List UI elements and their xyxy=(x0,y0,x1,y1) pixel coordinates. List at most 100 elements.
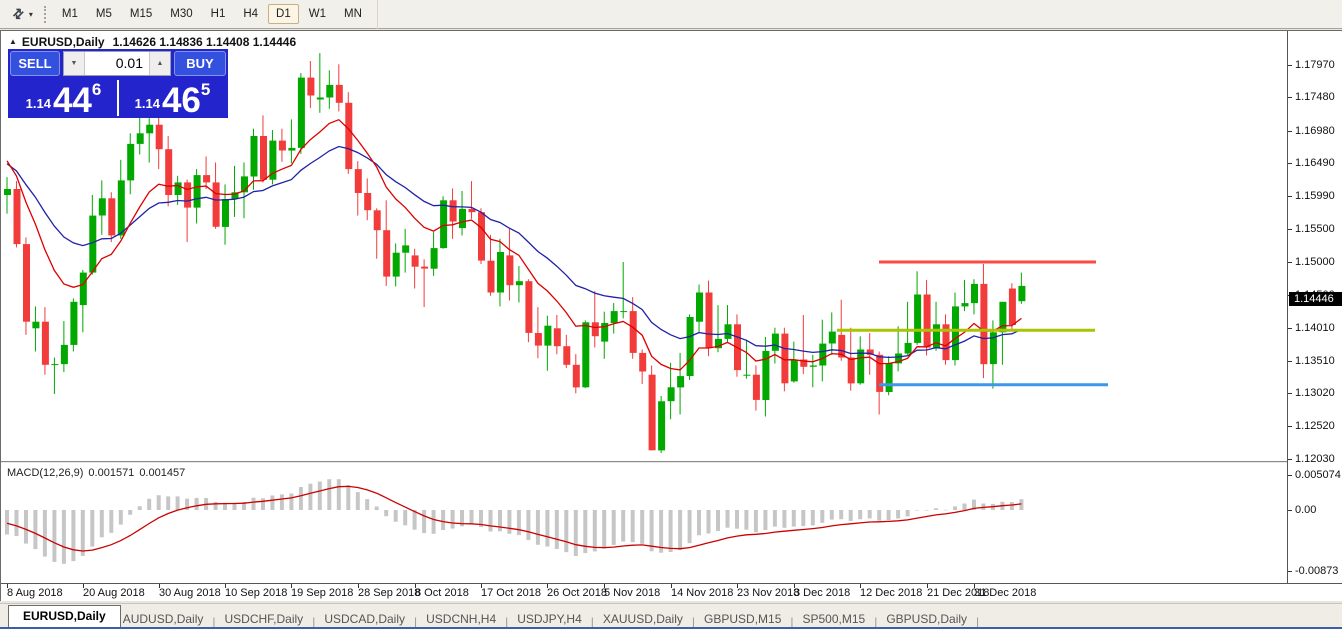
price-tick-label: 1.16490 xyxy=(1295,157,1335,169)
timeframe-button-m30[interactable]: M30 xyxy=(162,4,200,24)
date-tick-label: 19 Sep 2018 xyxy=(291,587,354,599)
sell-button[interactable]: SELL xyxy=(10,51,60,76)
chart-title: ▲ EURUSD,Daily 1.14626 1.14836 1.14408 1.1… xyxy=(9,35,296,49)
window-bottom-edge xyxy=(0,627,1342,629)
date-tick-label: 5 Nov 2018 xyxy=(604,587,661,599)
tab-separator: | xyxy=(505,615,509,629)
timeframe-button-d1[interactable]: D1 xyxy=(268,4,299,24)
date-tick xyxy=(794,584,795,588)
price-tick xyxy=(1288,196,1292,197)
macd-tick xyxy=(1288,510,1292,511)
chart-marker-icon: ▲ xyxy=(9,37,17,46)
date-tick xyxy=(860,584,861,588)
chart-window: ▲ EURUSD,Daily 1.14626 1.14836 1.14408 1.1… xyxy=(0,30,1342,601)
date-tick xyxy=(737,584,738,588)
tab-separator: | xyxy=(590,615,594,629)
ohlc-values: 1.14626 1.14836 1.14408 1.14446 xyxy=(112,35,297,49)
double-arrow-icon: ⇄ xyxy=(8,4,28,23)
chart-tab-sp500-m15[interactable]: SP500,M15 xyxy=(802,612,866,626)
price-tick-label: 1.13510 xyxy=(1295,355,1335,367)
date-tick xyxy=(291,584,292,588)
date-tick-label: 21 Dec 2018 xyxy=(927,587,990,599)
price-axis: 1.17970 1.17480 1.16980 1.16490 1.15990 1.155… xyxy=(1287,31,1342,583)
macd-tick-label: 0.00 xyxy=(1295,504,1317,516)
date-tick-label: 26 Oct 2018 xyxy=(547,587,607,599)
macd-label: MACD(12,26,9) 0.001571 0.001457 xyxy=(7,467,190,479)
macd-tick xyxy=(1288,475,1292,476)
volume-input[interactable]: 0.01 xyxy=(115,55,143,71)
date-tick-label: 23 Nov 2018 xyxy=(737,587,800,599)
date-tick xyxy=(159,584,160,588)
price-divider xyxy=(117,80,119,116)
chart-periods-button[interactable]: ⇄ ▾ xyxy=(8,3,38,25)
tab-separator: | xyxy=(691,615,696,629)
date-tick xyxy=(604,584,605,588)
volume-increase-button[interactable]: ▲ xyxy=(149,52,170,75)
date-tick xyxy=(358,584,359,588)
chart-tab-usdchf-daily[interactable]: USDCHF,Daily xyxy=(224,612,304,626)
chart-tab-audusd-daily[interactable]: AUDUSD,Daily xyxy=(122,612,204,626)
date-tick-label: 17 Oct 2018 xyxy=(481,587,541,599)
chart-tab-gbpusd-m15[interactable]: GBPUSD,M15 xyxy=(704,612,782,626)
subwindow-divider[interactable] xyxy=(1,461,1342,463)
chart-tab-bar: EURUSD,Daily AUDUSD,Daily | USDCHF,Daily | US… xyxy=(0,603,1342,629)
timeframe-button-w1[interactable]: W1 xyxy=(301,4,334,24)
volume-decrease-button[interactable]: ▼ xyxy=(64,52,85,75)
date-tick-label: 30 Aug 2018 xyxy=(159,587,221,599)
date-tick xyxy=(83,584,84,588)
timeframe-button-m5[interactable]: M5 xyxy=(88,4,120,24)
macd-tick-label: -0.00873 xyxy=(1295,565,1339,577)
price-tick-label: 1.15000 xyxy=(1295,256,1335,268)
chart-tab-eurusd-daily[interactable]: EURUSD,Daily xyxy=(8,605,121,629)
symbol-period-label: EURUSD,Daily xyxy=(21,35,105,49)
price-tick xyxy=(1288,262,1292,263)
timeframe-button-m1[interactable]: M1 xyxy=(54,4,86,24)
date-tick-label: 8 Oct 2018 xyxy=(415,587,469,599)
buy-button[interactable]: BUY xyxy=(174,51,226,76)
tab-separator: | xyxy=(790,615,794,629)
timeframe-button-mn[interactable]: MN xyxy=(336,4,370,24)
price-tick xyxy=(1288,361,1292,362)
date-tick xyxy=(547,584,548,588)
price-tick-label: 1.12520 xyxy=(1295,420,1335,432)
chart-tab-xauusd-daily[interactable]: XAUUSD,Daily xyxy=(602,612,683,626)
sell-price-display[interactable]: 1.14 44 6 xyxy=(25,80,102,121)
price-tick xyxy=(1288,97,1292,98)
price-chart-canvas xyxy=(4,53,1108,453)
chart-tab-usdcad-daily[interactable]: USDCAD,Daily xyxy=(324,612,405,626)
date-tick xyxy=(974,584,975,588)
price-tick-label: 1.16980 xyxy=(1295,125,1335,137)
price-tick xyxy=(1288,229,1292,230)
buy-price-display[interactable]: 1.14 46 5 xyxy=(134,80,211,121)
tab-separator: | xyxy=(312,615,316,629)
macd-value-main: 0.001571 xyxy=(88,467,135,479)
chart-tab-gbpusd-daily[interactable]: GBPUSD,Daily xyxy=(886,612,968,626)
price-tick-label: 1.15500 xyxy=(1295,223,1335,235)
timeframe-button-group: M1 M5 M15 M30 H1 H4 D1 W1 MN xyxy=(53,0,378,29)
chevron-down-icon: ▾ xyxy=(28,9,33,19)
current-price-label: 1.14446 xyxy=(1289,292,1342,306)
tab-separator: | xyxy=(414,615,418,629)
date-tick xyxy=(481,584,482,588)
macd-value-signal: 0.001457 xyxy=(139,467,186,479)
tab-separator: | xyxy=(874,615,878,629)
date-tick-label: 28 Sep 2018 xyxy=(358,587,421,599)
price-tick-label: 1.13020 xyxy=(1295,387,1335,399)
date-tick xyxy=(415,584,416,588)
date-tick-label: 10 Sep 2018 xyxy=(225,587,288,599)
price-tick-label: 1.17970 xyxy=(1295,59,1335,71)
macd-indicator-canvas xyxy=(5,479,1024,564)
toolbar-grip-handle[interactable] xyxy=(43,5,46,23)
date-tick-label: 14 Nov 2018 xyxy=(671,587,734,599)
chart-tab-usdcnh-h4[interactable]: USDCNH,H4 xyxy=(426,612,497,626)
date-tick xyxy=(225,584,226,588)
date-tick xyxy=(671,584,672,588)
timeframe-button-h1[interactable]: H1 xyxy=(203,4,234,24)
timeframe-button-m15[interactable]: M15 xyxy=(122,4,160,24)
date-tick-label: 31 Dec 2018 xyxy=(974,587,1037,599)
timeframe-button-h4[interactable]: H4 xyxy=(235,4,266,24)
price-tick-label: 1.15990 xyxy=(1295,190,1335,202)
chart-tab-usdjpy-h4[interactable]: USDJPY,H4 xyxy=(517,612,582,626)
price-tick-label: 1.12030 xyxy=(1295,453,1335,465)
